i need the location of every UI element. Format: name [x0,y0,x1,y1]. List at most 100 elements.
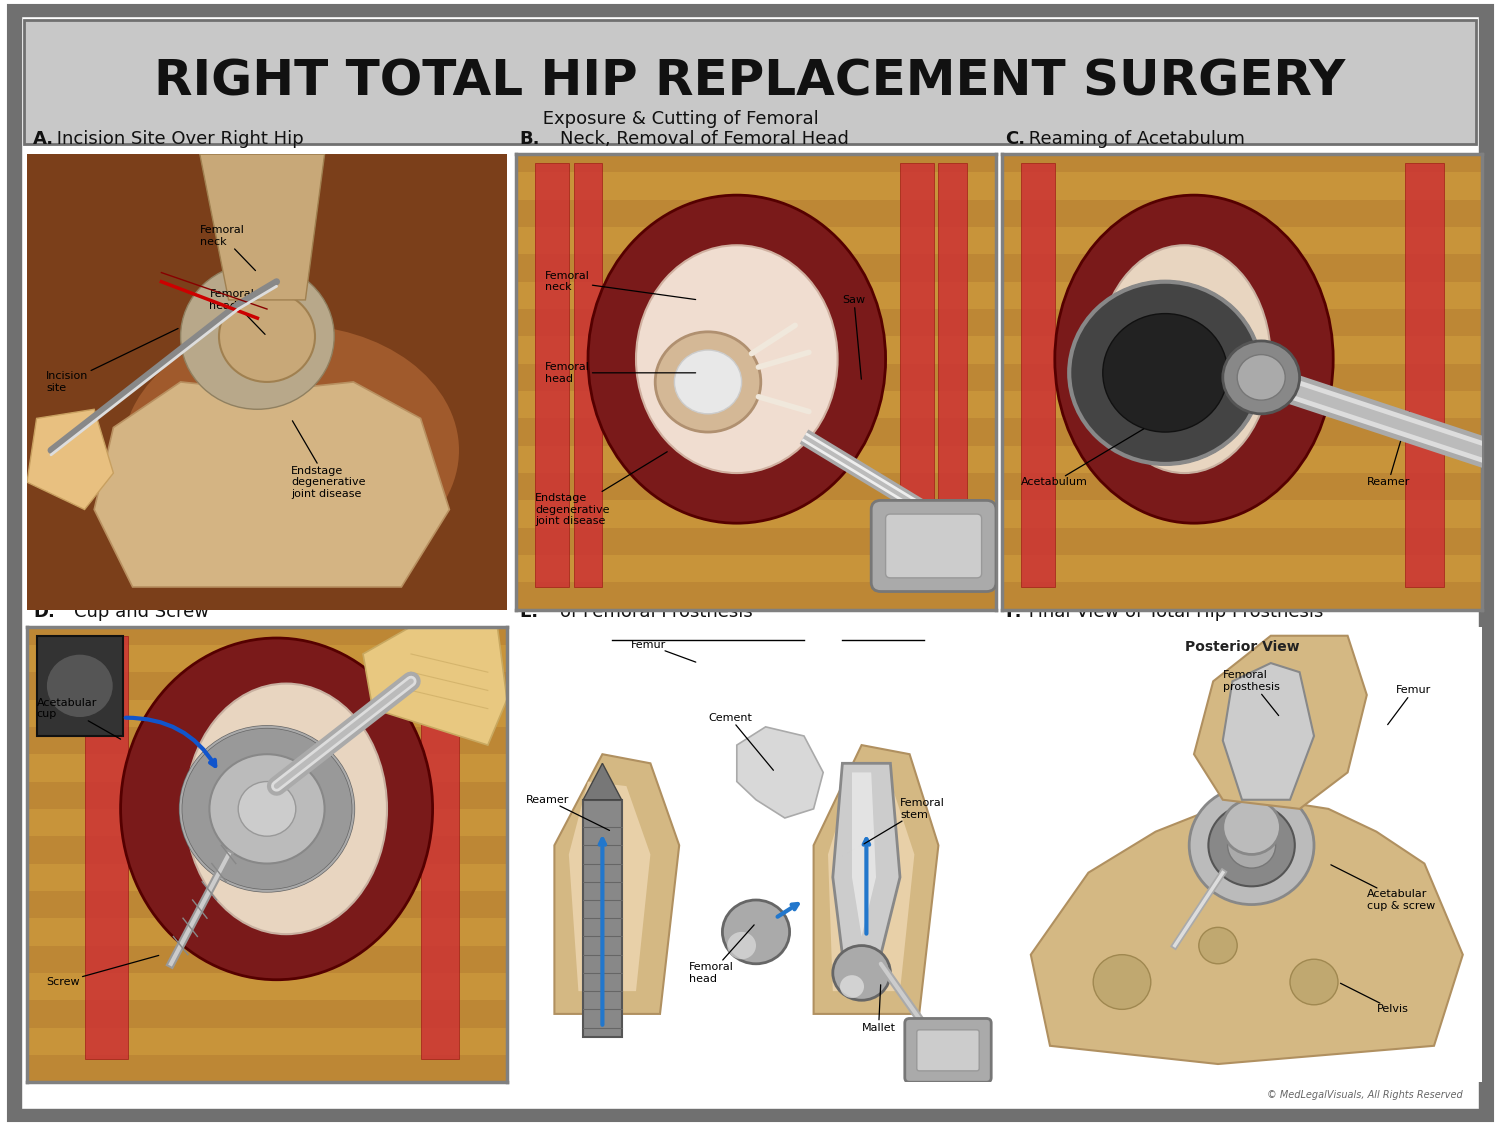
Polygon shape [1002,0,1482,8]
Text: Femoral
neck: Femoral neck [544,271,696,299]
Polygon shape [516,747,996,774]
FancyBboxPatch shape [21,16,1479,1109]
Text: Femoral
head: Femoral head [544,362,696,384]
Polygon shape [516,309,996,336]
Ellipse shape [186,684,387,934]
Text: Endstage
degenerative
joint disease: Endstage degenerative joint disease [291,421,366,498]
Circle shape [1290,960,1338,1005]
Text: Pelvis: Pelvis [1341,983,1408,1015]
Polygon shape [363,627,507,745]
Polygon shape [1022,163,1054,587]
Polygon shape [1002,528,1482,555]
Text: Femoral
prosthesis: Femoral prosthesis [1222,670,1280,716]
Text: Femoral
neck: Femoral neck [200,225,255,271]
Polygon shape [1002,154,1482,610]
Polygon shape [27,154,507,610]
Circle shape [1102,314,1227,432]
FancyBboxPatch shape [885,514,981,578]
Text: Femoral
head: Femoral head [210,289,266,334]
Polygon shape [516,692,996,719]
Polygon shape [27,508,507,536]
Polygon shape [27,1000,507,1027]
Circle shape [1209,804,1294,887]
Polygon shape [555,754,680,1014]
Polygon shape [516,528,996,555]
Polygon shape [27,410,114,510]
Text: F.: F. [1005,603,1022,621]
Polygon shape [1002,36,1482,63]
Circle shape [46,654,114,718]
Polygon shape [1194,636,1366,809]
Polygon shape [1002,200,1482,227]
Polygon shape [27,618,507,645]
Circle shape [219,290,315,381]
Polygon shape [939,163,968,587]
Polygon shape [516,36,996,63]
Polygon shape [536,163,568,587]
Polygon shape [27,562,507,591]
Circle shape [1190,786,1314,905]
Circle shape [219,290,315,381]
Polygon shape [900,163,933,587]
Text: Screw: Screw [46,955,159,987]
Polygon shape [828,777,915,991]
Polygon shape [516,363,996,391]
Polygon shape [516,154,996,610]
Circle shape [840,975,864,998]
Polygon shape [516,145,996,172]
Circle shape [1222,341,1299,414]
Text: Reaming of Femoral Canal, Placement
    of Femoral Prosthesis: Reaming of Femoral Canal, Placement of F… [537,583,886,621]
Circle shape [180,263,334,410]
Circle shape [180,727,354,891]
Text: Reaming of Acetabulum: Reaming of Acetabulum [1023,130,1245,148]
Text: Reamer: Reamer [525,794,609,830]
Circle shape [238,782,296,836]
Circle shape [1198,927,1237,964]
Text: Reamer: Reamer [1366,412,1410,487]
Polygon shape [84,636,128,1060]
FancyBboxPatch shape [916,1029,980,1071]
Polygon shape [1002,418,1482,446]
Polygon shape [516,418,996,446]
Polygon shape [1002,90,1482,118]
Text: Acetabulum: Acetabulum [1022,429,1143,487]
Polygon shape [27,673,507,700]
FancyBboxPatch shape [24,20,1476,144]
Polygon shape [27,453,507,480]
Polygon shape [584,800,621,1037]
Text: Exposure & Cutting of Femoral
    Neck, Removal of Femoral Head: Exposure & Cutting of Femoral Neck, Remo… [537,110,849,148]
Polygon shape [27,891,507,918]
Text: Incision Site Over Right Hip: Incision Site Over Right Hip [51,130,303,148]
Polygon shape [36,636,123,736]
Polygon shape [27,1055,507,1082]
Circle shape [656,332,760,432]
Polygon shape [516,472,996,501]
Polygon shape [516,637,996,665]
Polygon shape [568,782,651,991]
Text: Cement: Cement [708,713,774,771]
Circle shape [210,754,324,864]
Text: RIGHT TOTAL HIP REPLACEMENT SURGERY: RIGHT TOTAL HIP REPLACEMENT SURGERY [154,57,1346,105]
Text: Placement of Acetabular
    Cup and Screw: Placement of Acetabular Cup and Screw [51,583,279,621]
Circle shape [675,350,741,414]
Polygon shape [27,727,507,754]
Polygon shape [200,154,324,300]
Ellipse shape [123,325,459,576]
Text: Endstage
degenerative
joint disease: Endstage degenerative joint disease [536,452,668,526]
Polygon shape [1030,800,1462,1064]
Circle shape [1070,281,1262,464]
Polygon shape [27,836,507,864]
Text: Acetabular
cup & screw: Acetabular cup & screw [1330,865,1436,911]
Ellipse shape [636,245,837,472]
Text: Femoral
head: Femoral head [688,925,754,983]
Polygon shape [516,254,996,281]
Ellipse shape [1098,245,1270,472]
Text: © MedLegalVisuals, All Rights Reserved: © MedLegalVisuals, All Rights Reserved [1266,1090,1462,1100]
Text: Posterior View: Posterior View [1185,640,1299,655]
Polygon shape [1002,145,1482,172]
Circle shape [1238,354,1286,400]
Polygon shape [516,90,996,118]
Circle shape [1222,800,1281,855]
Text: D.: D. [33,603,56,621]
Ellipse shape [120,638,432,980]
